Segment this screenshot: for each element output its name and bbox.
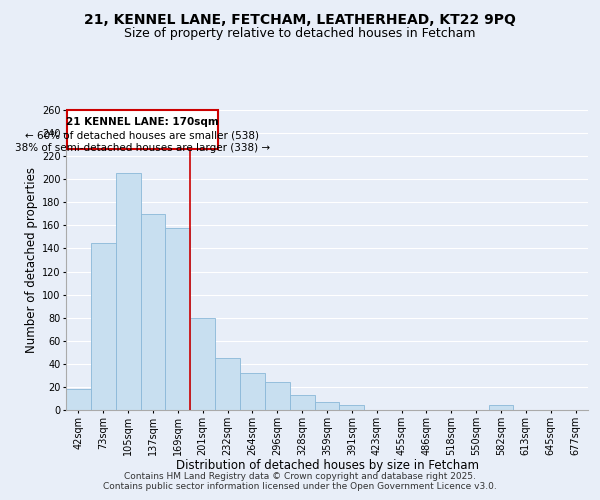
Bar <box>215 358 240 410</box>
FancyBboxPatch shape <box>67 110 218 149</box>
Bar <box>265 382 290 410</box>
Text: ← 60% of detached houses are smaller (538): ← 60% of detached houses are smaller (53… <box>25 130 259 140</box>
Y-axis label: Number of detached properties: Number of detached properties <box>25 167 38 353</box>
Bar <box>140 214 166 410</box>
Bar <box>166 228 190 410</box>
Bar <box>190 318 215 410</box>
Bar <box>91 242 116 410</box>
Bar <box>66 389 91 410</box>
Bar <box>340 406 364 410</box>
X-axis label: Distribution of detached houses by size in Fetcham: Distribution of detached houses by size … <box>176 459 479 472</box>
Text: Contains public sector information licensed under the Open Government Licence v3: Contains public sector information licen… <box>103 482 497 491</box>
Text: Size of property relative to detached houses in Fetcham: Size of property relative to detached ho… <box>124 28 476 40</box>
Bar <box>290 395 314 410</box>
Bar <box>488 406 514 410</box>
Bar <box>116 174 140 410</box>
Bar <box>314 402 340 410</box>
Bar <box>240 373 265 410</box>
Text: 21, KENNEL LANE, FETCHAM, LEATHERHEAD, KT22 9PQ: 21, KENNEL LANE, FETCHAM, LEATHERHEAD, K… <box>84 12 516 26</box>
Text: 38% of semi-detached houses are larger (338) →: 38% of semi-detached houses are larger (… <box>15 143 270 153</box>
Text: Contains HM Land Registry data © Crown copyright and database right 2025.: Contains HM Land Registry data © Crown c… <box>124 472 476 481</box>
Text: 21 KENNEL LANE: 170sqm: 21 KENNEL LANE: 170sqm <box>66 116 219 126</box>
